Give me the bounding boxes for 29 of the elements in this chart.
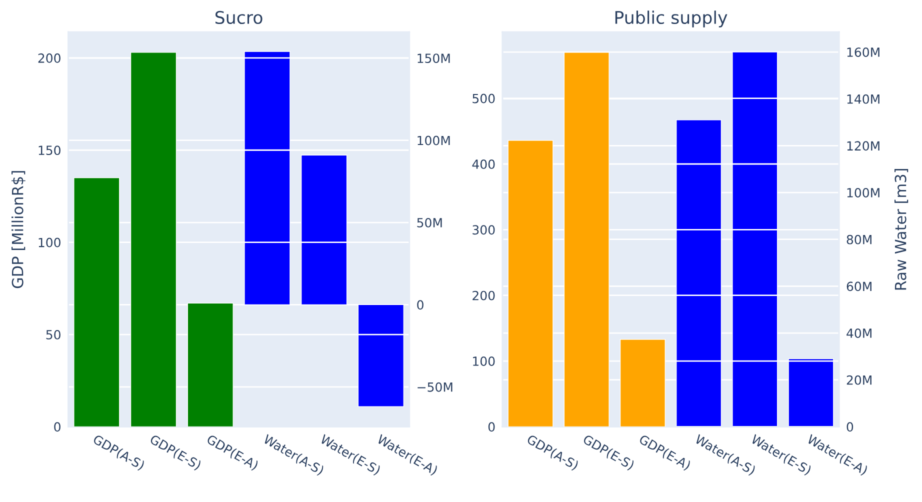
- y-tick-label: 200: [38, 53, 60, 63]
- y-tick-label: 100: [38, 238, 60, 248]
- y2-tick-label: 120M: [847, 141, 880, 151]
- y2-tick-label: 160M: [847, 48, 880, 57]
- y2-tick-label: 150M: [418, 54, 450, 64]
- y2-tick-label: 0: [417, 300, 424, 310]
- y-axis-title: GDP [MillionR$]: [12, 171, 26, 288]
- chart-title: Public supply: [615, 10, 728, 28]
- y-tick-label: 0: [488, 422, 495, 432]
- y-tick-label: 200: [472, 290, 495, 300]
- y2-tick-label: 60M: [846, 282, 872, 292]
- y2-tick-label: 80M: [846, 234, 872, 244]
- y-tick-label: 100: [473, 356, 495, 366]
- y2-tick-label: 20M: [846, 375, 872, 385]
- y2-axis-title: Raw Water [m3]: [894, 168, 908, 290]
- y-tick-label: 150: [38, 146, 60, 156]
- y2-tick-label: 0: [846, 422, 854, 432]
- y-tick-label: 50: [46, 330, 60, 340]
- y-tick-label: 0: [54, 422, 60, 432]
- y-tick-label: 500: [472, 94, 495, 104]
- y2-tick-label: 50M: [417, 218, 442, 228]
- y2-tick-label: −50M: [418, 382, 452, 392]
- chart-title: Sucro: [215, 10, 262, 24]
- y2-tick-label: 100M: [847, 188, 880, 198]
- y2-tick-label: 100M: [418, 136, 450, 146]
- y-tick-label: 300: [472, 225, 495, 235]
- y2-tick-label: 40M: [846, 328, 872, 338]
- y2-tick-label: 140M: [847, 94, 880, 104]
- y-tick-label: 400: [472, 159, 495, 169]
